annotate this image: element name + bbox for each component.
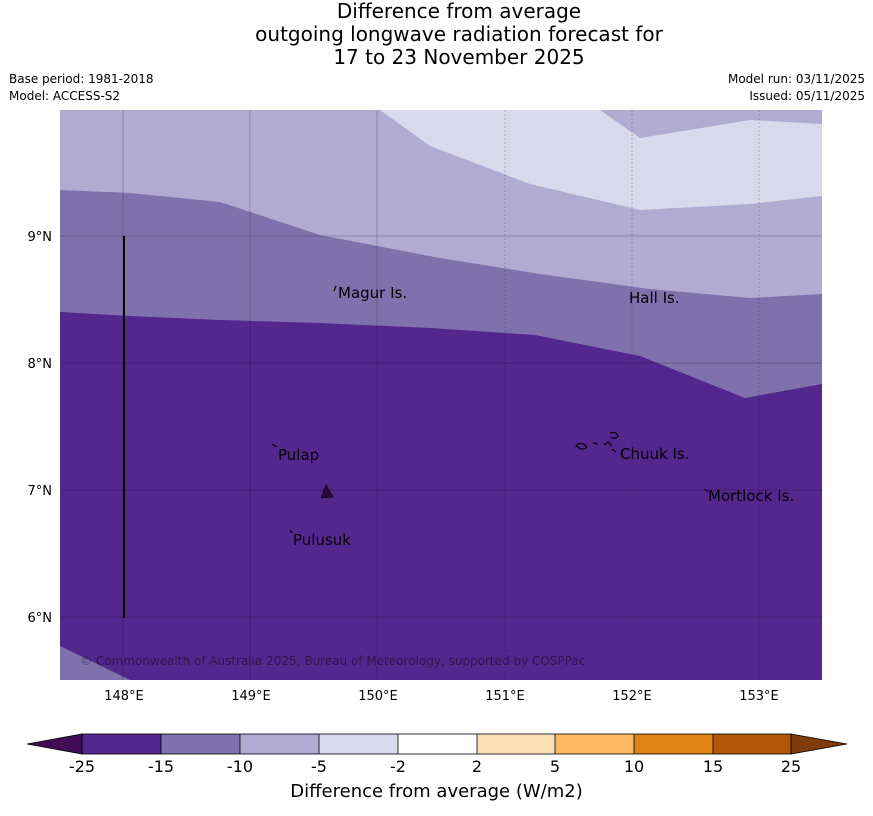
island-outlines bbox=[271, 285, 709, 534]
map-title: Difference from average outgoing longwav… bbox=[0, 0, 873, 69]
colorbar-bin bbox=[477, 734, 555, 754]
lon-axis: 148°E 149°E 150°E 151°E 152°E 153°E bbox=[104, 689, 779, 704]
lat-tick-label: 6°N bbox=[28, 611, 53, 626]
title-line-3: 17 to 23 November 2025 bbox=[333, 45, 585, 69]
meta-right: Model run: 03/11/2025 Issued: 05/11/2025 bbox=[728, 71, 865, 105]
lon-tick-label: 153°E bbox=[739, 689, 779, 704]
colorbar-tick: -5 bbox=[311, 757, 327, 776]
colorbar: -25 -15 -10 -5 -2 2 5 10 15 25 bbox=[26, 733, 848, 776]
colorbar-bin bbox=[82, 734, 161, 754]
lat-tick-label: 9°N bbox=[28, 230, 53, 245]
issued-date: Issued: 05/11/2025 bbox=[749, 89, 865, 103]
island-marker bbox=[320, 484, 334, 499]
model-run: Model run: 03/11/2025 bbox=[727, 72, 865, 86]
lat-tick-label: 7°N bbox=[28, 484, 53, 499]
colorbar-label: Difference from average (W/m2) bbox=[290, 781, 583, 802]
colorbar-bin bbox=[713, 734, 791, 754]
title-line-2: outgoing longwave radiation forecast for bbox=[255, 22, 663, 46]
colorbar-extend-high bbox=[790, 733, 848, 755]
lon-tick-label: 152°E bbox=[612, 689, 652, 704]
colorbar-tick: -15 bbox=[148, 757, 174, 776]
colorbar-tick: 15 bbox=[703, 757, 723, 776]
colorbar-tick: -25 bbox=[69, 757, 95, 776]
lon-tick-label: 151°E bbox=[485, 689, 525, 704]
map-area: Magur Is. Hall Is. Pulap Chuuk Is. Mortl… bbox=[60, 110, 822, 680]
band-minus15-to-minus25 bbox=[60, 312, 822, 680]
place-label-pulusuk: Pulusuk bbox=[293, 531, 351, 549]
lon-tick-label: 149°E bbox=[231, 689, 271, 704]
colorbar-bin bbox=[161, 734, 240, 754]
colorbar-bin bbox=[555, 734, 634, 754]
lat-axis: 9°N 8°N 7°N 6°N bbox=[28, 230, 53, 626]
band-minus2-to-minus5 bbox=[380, 110, 822, 210]
place-label-pulap: Pulap bbox=[278, 446, 319, 464]
colorbar-bin bbox=[240, 734, 319, 754]
lon-tick-label: 150°E bbox=[358, 689, 398, 704]
colorbar-bin bbox=[398, 734, 477, 754]
place-label-mortlock: Mortlock Is. bbox=[708, 487, 794, 505]
place-label-magur: Magur Is. bbox=[338, 284, 407, 302]
lon-tick-label: 148°E bbox=[104, 689, 144, 704]
colorbar-tick: -10 bbox=[227, 757, 253, 776]
colorbar-tick: 10 bbox=[624, 757, 644, 776]
colorbar-bin bbox=[319, 734, 398, 754]
colorbar-tick: -2 bbox=[390, 757, 406, 776]
colorbar-bin bbox=[634, 734, 713, 754]
meta-left: Base period: 1981-2018 Model: ACCESS-S2 bbox=[9, 71, 154, 105]
title-line-1: Difference from average bbox=[336, 0, 582, 23]
model-name: Model: ACCESS-S2 bbox=[9, 89, 121, 103]
base-period: Base period: 1981-2018 bbox=[9, 72, 154, 86]
colorbar-extend-low bbox=[26, 733, 83, 755]
colorbar-tick: 25 bbox=[781, 757, 801, 776]
place-label-hall: Hall Is. bbox=[629, 289, 680, 307]
copyright-notice: © Commonwealth of Australia 2025, Bureau… bbox=[80, 654, 585, 668]
colorbar-tick: 5 bbox=[550, 757, 560, 776]
lat-tick-label: 8°N bbox=[28, 357, 53, 372]
place-label-chuuk: Chuuk Is. bbox=[620, 445, 689, 463]
colorbar-tick: 2 bbox=[472, 757, 482, 776]
